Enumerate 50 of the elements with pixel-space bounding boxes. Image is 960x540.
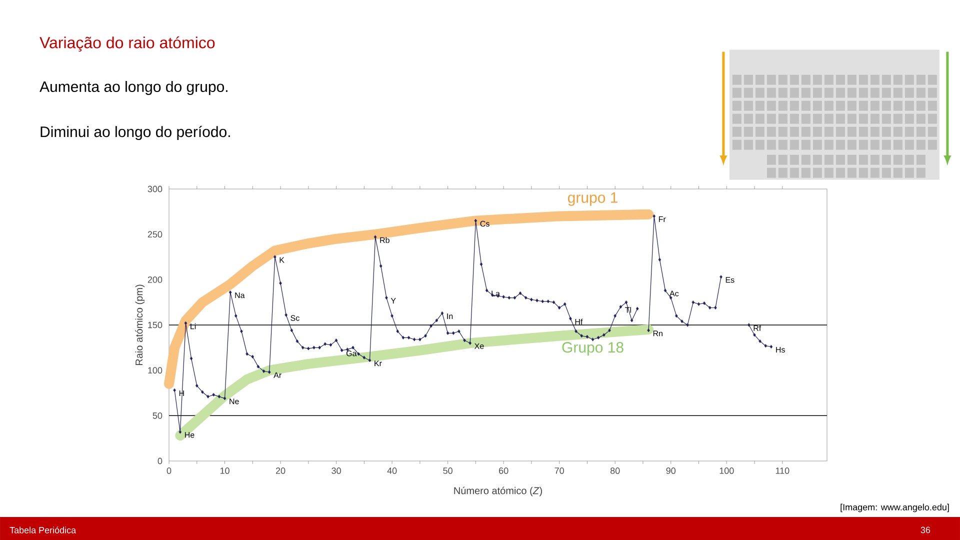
y-tick-label: 50 [152, 412, 162, 419]
x-tick-label: 100 [720, 468, 734, 474]
x-tick-label: 50 [443, 468, 452, 474]
annotation: Kr [374, 360, 382, 366]
annotation: Hf [575, 318, 583, 325]
annotation: Ne [230, 398, 239, 404]
x-tick-label: 60 [499, 468, 508, 474]
y-tick-label: 0 [158, 458, 162, 464]
annotation: Rf [754, 325, 762, 331]
x-tick-label: 70 [554, 468, 564, 474]
annotation: Rb [380, 237, 390, 243]
x-tick-label: 10 [220, 468, 230, 474]
annotation: In [447, 313, 453, 319]
annotation: Fr [659, 216, 666, 222]
text: [Imagem: www.angelo.edu] [840, 504, 949, 512]
y-tick-label: 300 [148, 186, 162, 192]
annotation: Xe [474, 343, 484, 349]
series-label: Grupo 18 [562, 342, 624, 356]
x-tick-label: 90 [666, 468, 676, 474]
x-axis-title: Número atómico (Z) [454, 486, 542, 496]
annotation: Cs [480, 220, 490, 227]
annotation: He [185, 432, 194, 438]
annotation: Y [390, 298, 396, 304]
text: Diminui ao longo do período. [40, 126, 230, 140]
x-tick-label: 0 [166, 468, 172, 474]
text: Aumenta ao longo do grupo. [40, 81, 228, 95]
annotation: Rn [653, 330, 662, 336]
annotation: Es [726, 277, 734, 283]
y-tick-label: 100 [148, 367, 162, 374]
annotation: Sc [290, 315, 300, 321]
x-tick-label: 110 [776, 468, 790, 474]
y-tick-label: 250 [148, 231, 162, 238]
annotation: K [280, 257, 284, 263]
text: Tabela Periódica [10, 526, 76, 534]
text: 36 [920, 526, 930, 534]
chart-title: Variação do raio atómico [40, 36, 215, 52]
y-tick-label: 150 [148, 322, 162, 328]
x-tick-label: 80 [610, 468, 620, 474]
annotation: Hs [776, 346, 785, 353]
y-tick-label: 200 [148, 276, 162, 283]
x-tick-label: 20 [276, 468, 286, 474]
annotation: Ga [346, 350, 357, 356]
y-axis-title: Raio atómico (pm) [135, 284, 145, 366]
series-label: grupo 1 [568, 192, 618, 206]
x-tick-label: 30 [332, 468, 341, 474]
annotation: Tl [625, 306, 632, 313]
annotation: Ac [670, 290, 679, 296]
annotation: Ar [274, 372, 282, 378]
annotation: Na [235, 292, 245, 298]
x-tick-label: 40 [387, 468, 397, 474]
